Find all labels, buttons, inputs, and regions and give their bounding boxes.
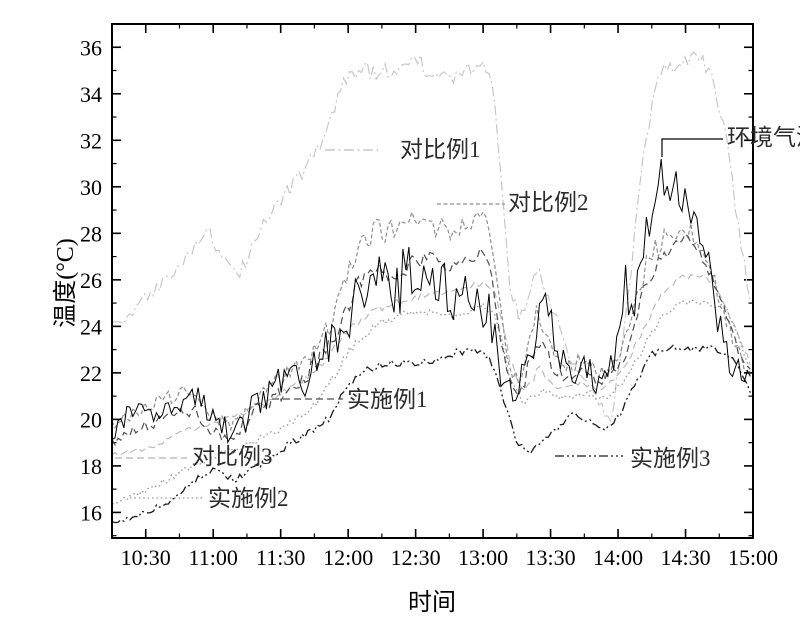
chart-canvas: 16 18 20 22 24 26 28 30 32 34 36 10:30 11:00 11:30 12:…: [80, 23, 778, 570]
x-tick-label: 13:30: [526, 545, 576, 570]
y-tick-label: 22: [80, 361, 102, 386]
x-tick-label: 12:00: [323, 545, 373, 570]
x-tick-label: 14:30: [660, 545, 710, 570]
y-tick-label: 36: [80, 35, 102, 60]
annotation-label-duibili3: 对比例3: [192, 444, 273, 469]
x-tick-label: 11:00: [189, 545, 238, 570]
y-tick-label: 18: [80, 454, 102, 479]
annotation-leader-ambient: [661, 138, 723, 157]
series-shishili1: [112, 233, 751, 447]
series-shishili2: [112, 299, 751, 505]
y-tick-label: 34: [80, 82, 102, 107]
x-tick-label: 11:30: [256, 545, 305, 570]
x-tick-label: 10:30: [121, 545, 171, 570]
series-ambient: [112, 159, 751, 444]
series-group: [112, 51, 751, 524]
annotation-leaders: [115, 138, 723, 499]
y-tick-label: 26: [80, 268, 102, 293]
y-axis-title: 温度(°C): [53, 238, 79, 328]
x-tick-label: 15:00: [728, 545, 778, 570]
y-tick-label: 20: [80, 407, 102, 432]
series-duibili3: [112, 274, 751, 456]
y-tick-label: 24: [80, 314, 102, 339]
annotation-label-shishili3: 实施例3: [630, 446, 711, 471]
annotation-label-shishili1: 实施例1: [347, 387, 428, 412]
plot-frame: [111, 23, 754, 539]
series-duibili1: [112, 51, 751, 423]
x-tick-label: 12:30: [391, 545, 441, 570]
temperature-line-chart: 16 18 20 22 24 26 28 30 32 34 36 10:30 11:00 11:30 12:…: [40, 16, 800, 618]
annotation-label-duibili1: 对比例1: [400, 137, 481, 162]
x-tick-label: 13:00: [458, 545, 508, 570]
x-tick-label: 14:00: [593, 545, 643, 570]
y-tick-label: 30: [80, 175, 102, 200]
y-tick-label: 32: [80, 128, 102, 153]
annotation-label-duibili2: 对比例2: [508, 190, 589, 215]
y-tick-label: 28: [80, 221, 102, 246]
x-axis-title: 时间: [408, 590, 456, 616]
y-tick-label: 16: [80, 500, 102, 525]
series-shishili3: [112, 344, 751, 524]
annotation-label-ambient: 环境气温: [727, 125, 800, 150]
series-duibili2: [112, 210, 751, 432]
annotation-label-shishili2: 实施例2: [208, 486, 289, 511]
